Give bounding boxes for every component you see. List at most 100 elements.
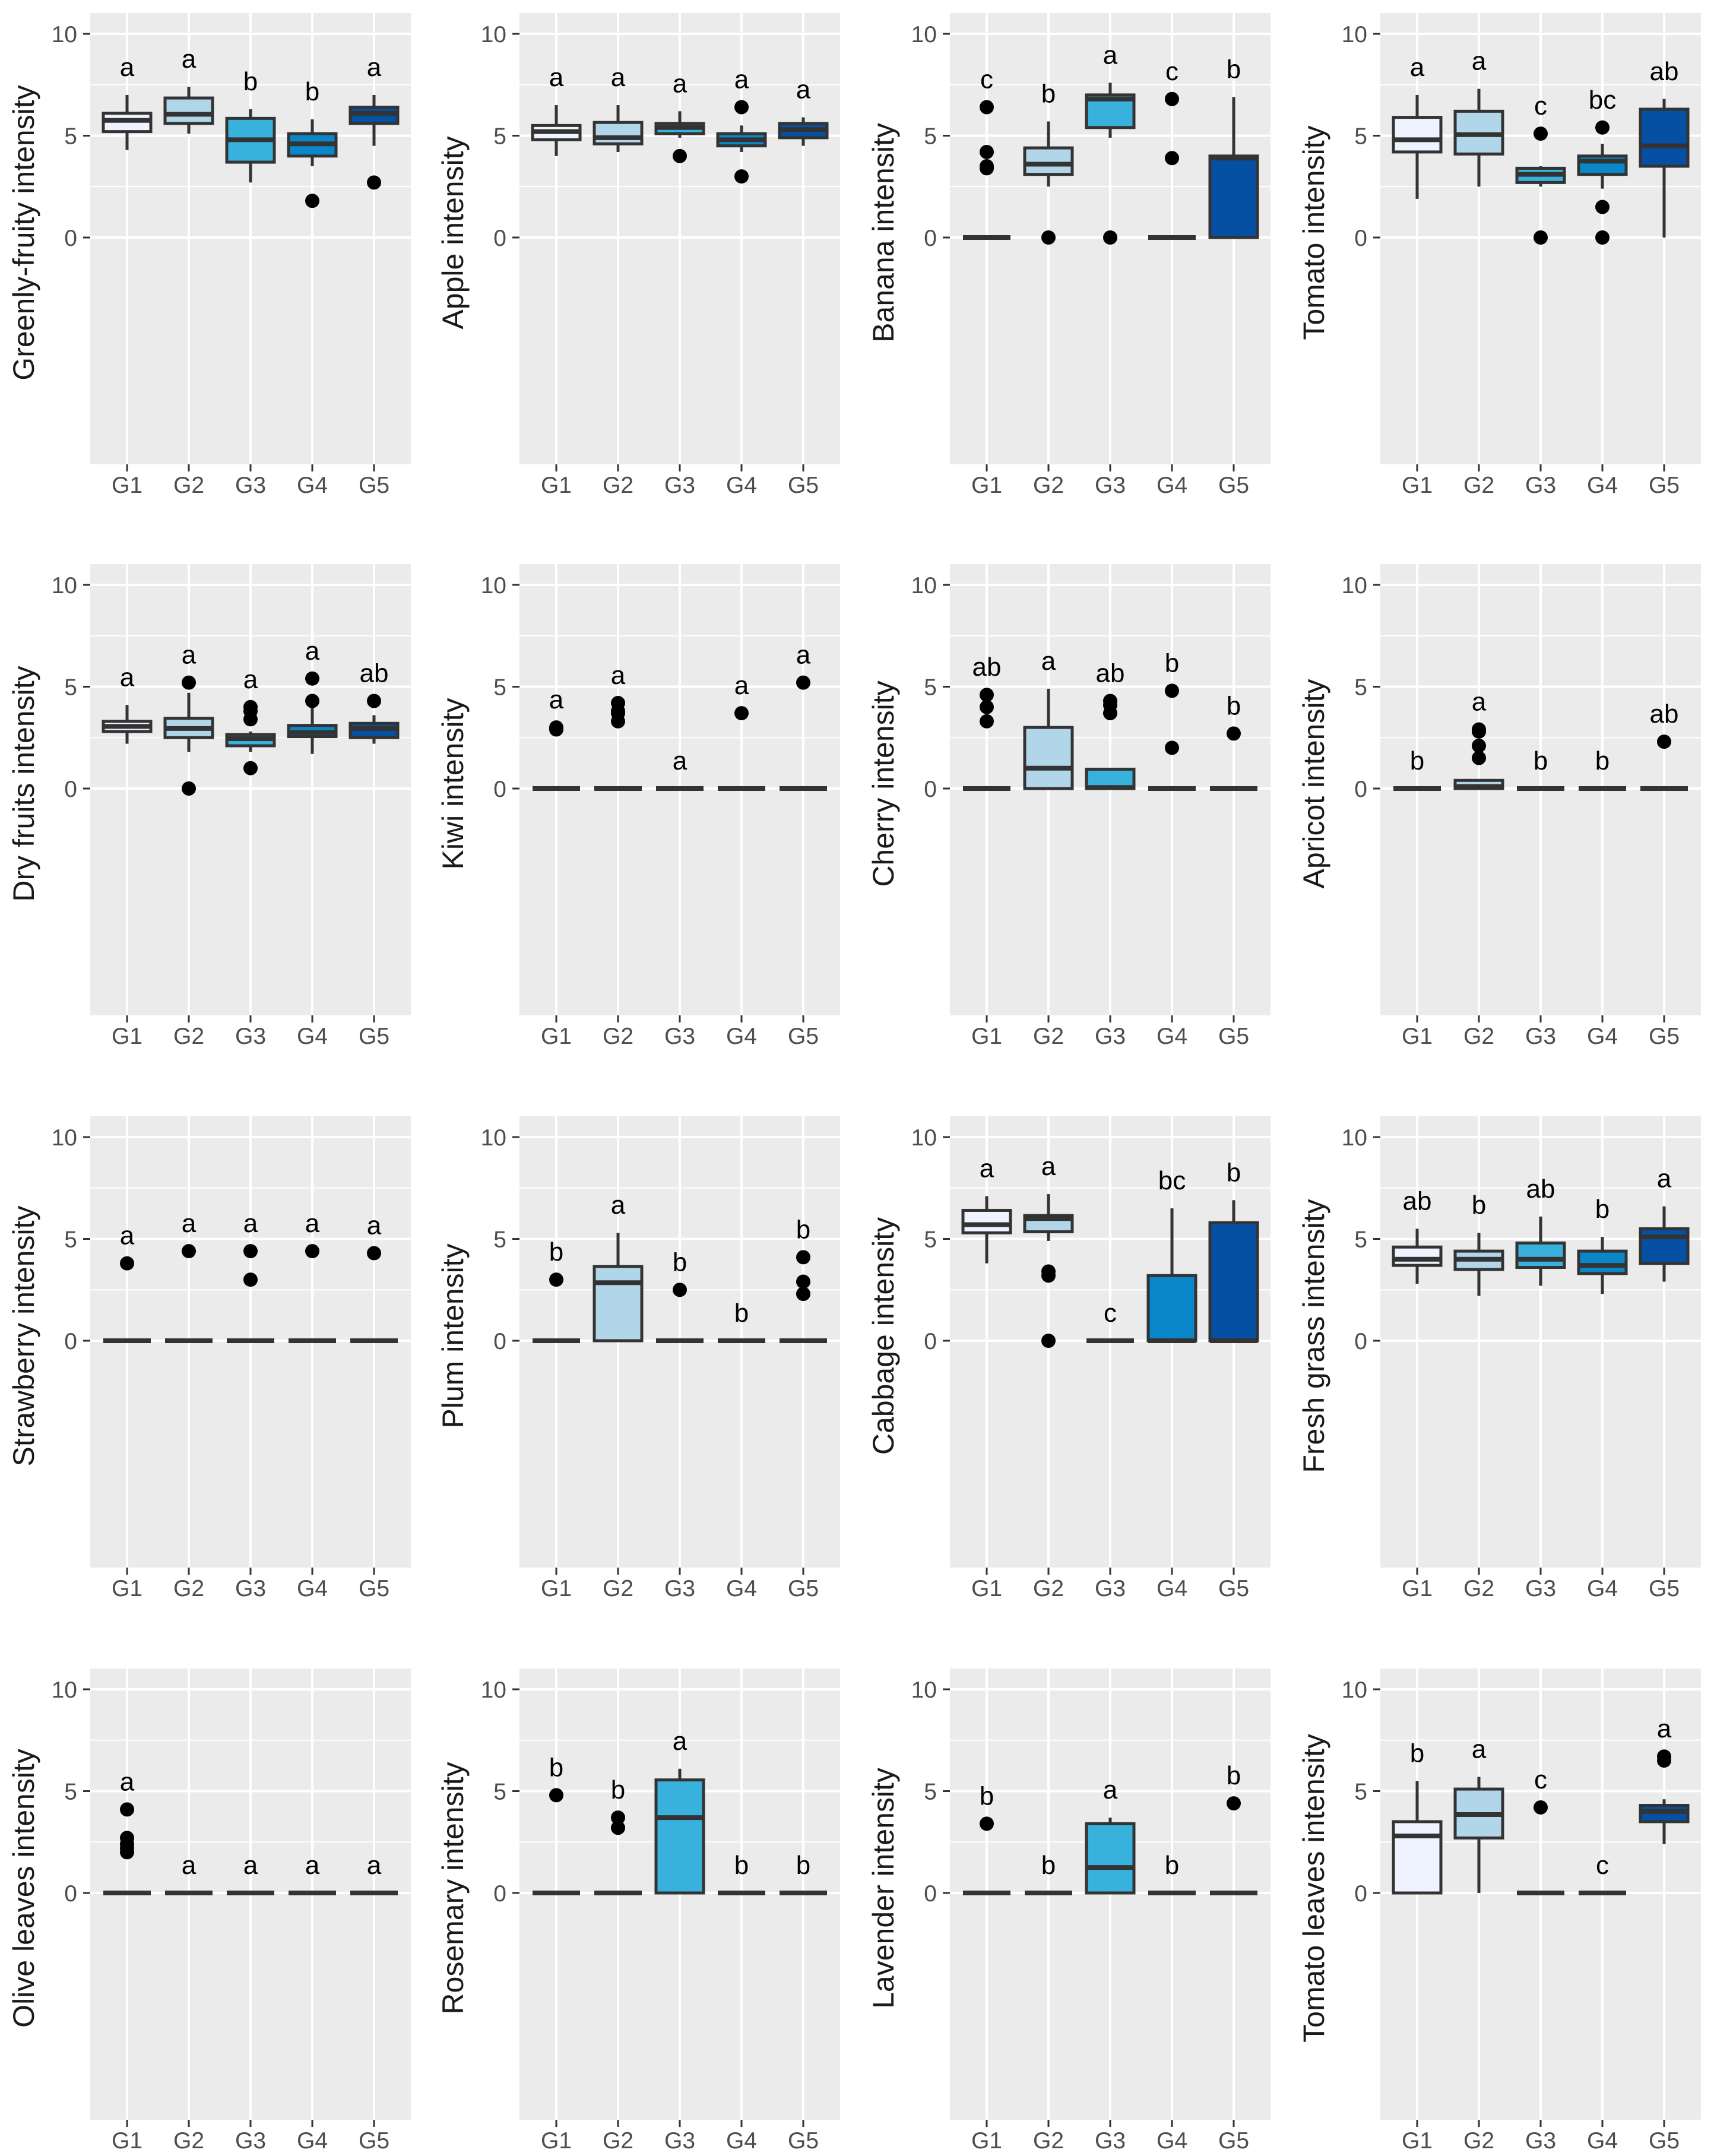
x-tick-label: G5 (1649, 2128, 1680, 2154)
significance-letter: b (1595, 1195, 1610, 1224)
outlier-point (243, 761, 258, 775)
y-tick-label: 0 (924, 226, 937, 251)
y-tick-label: 10 (52, 22, 77, 48)
significance-letter: a (120, 53, 135, 82)
box-group: b (1210, 1761, 1257, 1895)
box-group: c (963, 65, 1010, 240)
outlier-point (796, 1287, 810, 1302)
box-group: ab (963, 653, 1010, 791)
box-group: a (102, 53, 153, 150)
significance-letter: b (1165, 648, 1179, 677)
x-tick-label: G1 (112, 1024, 142, 1049)
significance-letter: b (1041, 1851, 1056, 1880)
y-tick-label: 5 (64, 675, 77, 701)
box-group: a (287, 637, 338, 754)
y-axis-label: Cabbage intensity (867, 1217, 900, 1455)
outlier-point (734, 100, 749, 115)
y-tick-label: 5 (924, 1227, 937, 1253)
box-group: a (1453, 688, 1504, 790)
significance-letter: a (182, 45, 197, 74)
y-tick-label: 5 (924, 675, 937, 701)
y-axis-label: Plum intensity (436, 1243, 470, 1428)
x-tick-label: G2 (603, 1024, 633, 1049)
significance-letter: a (1103, 40, 1118, 69)
box (1208, 1221, 1259, 1343)
box (1023, 146, 1074, 176)
significance-letter: a (305, 637, 320, 666)
y-tick-label: 5 (1354, 124, 1367, 150)
box-group: a (289, 1209, 336, 1343)
significance-letter: b (1534, 746, 1548, 775)
outlier-point (1165, 151, 1179, 166)
outlier-point (120, 1256, 134, 1271)
box-group: a (594, 661, 642, 791)
outlier-point (1595, 230, 1610, 245)
significance-letter: a (734, 65, 749, 94)
box-group: b (594, 1775, 642, 1895)
significance-letter: b (1227, 1761, 1241, 1790)
x-tick-label: G2 (1033, 1024, 1064, 1049)
y-axis-label: Strawberry intensity (7, 1205, 40, 1466)
significance-letter: a (611, 63, 626, 92)
significance-letter: a (1472, 47, 1487, 76)
significance-letter: a (1410, 53, 1425, 82)
x-tick-label: G3 (235, 473, 266, 498)
significance-letter: b (1410, 1739, 1424, 1768)
significance-letter: b (673, 1248, 687, 1277)
y-tick-label: 5 (1354, 1227, 1367, 1253)
y-tick-label: 5 (64, 124, 77, 150)
outlier-point (611, 695, 625, 710)
y-tick-label: 0 (64, 226, 77, 251)
outlier-point (1165, 683, 1179, 698)
y-tick-label: 0 (493, 1881, 506, 1907)
chart-panel: 0 5 10 Cherry intensity ab G1 a G2 ab G3 b G4 b G5 (867, 564, 1271, 1049)
significance-letter: a (243, 1851, 258, 1880)
significance-letter: a (367, 53, 382, 82)
x-tick-label: G5 (359, 2128, 389, 2154)
outlier-point (611, 1821, 625, 1835)
significance-letter: a (796, 641, 811, 670)
y-axis-label: Fresh grass intensity (1297, 1199, 1330, 1473)
outlier-point (611, 1810, 625, 1825)
box-group: a (654, 69, 705, 163)
x-tick-label: G4 (1157, 1024, 1187, 1049)
significance-letter: a (1041, 647, 1056, 676)
outlier-point (182, 781, 196, 796)
y-tick-label: 5 (493, 1227, 506, 1253)
box-group: ab (348, 659, 400, 744)
y-tick-label: 5 (493, 124, 506, 150)
x-tick-label: G5 (1218, 473, 1249, 498)
box-group: b (1148, 648, 1196, 791)
box (593, 1265, 644, 1343)
x-tick-label: G2 (173, 1024, 204, 1049)
box (593, 121, 644, 145)
significance-letter: c (980, 65, 993, 94)
box-group: b (1393, 746, 1441, 791)
chart-panel: 0 5 10 Olive leaves intensity a G1 a G2 a G3 a G4 a G… (7, 1669, 411, 2154)
y-tick-label: 0 (1354, 777, 1367, 802)
box-group: c (1086, 1299, 1134, 1343)
box-group: b (1208, 1158, 1259, 1343)
significance-letter: b (549, 1237, 563, 1267)
x-tick-label: G4 (1587, 1576, 1618, 1601)
box-group: a (289, 1851, 336, 1895)
x-tick-label: G3 (1095, 1576, 1126, 1601)
box-group: a (1453, 47, 1504, 187)
significance-letter: a (305, 1209, 320, 1238)
significance-letter: b (980, 1781, 994, 1810)
outlier-point (980, 1816, 994, 1831)
outlier-point (980, 100, 994, 115)
significance-letter: a (980, 1154, 994, 1183)
box-group: bc (1146, 1166, 1197, 1343)
x-tick-label: G4 (297, 2128, 328, 2154)
outlier-point (243, 699, 258, 714)
box (1577, 1249, 1628, 1275)
box-group: b (1148, 1851, 1196, 1895)
box (1085, 1822, 1136, 1895)
box-group: b (718, 1851, 765, 1895)
significance-letter: b (1227, 1158, 1241, 1187)
outlier-point (734, 169, 749, 184)
x-tick-label: G5 (1218, 2128, 1249, 2154)
x-tick-label: G2 (1463, 1024, 1494, 1049)
box-group: b (656, 1248, 704, 1343)
